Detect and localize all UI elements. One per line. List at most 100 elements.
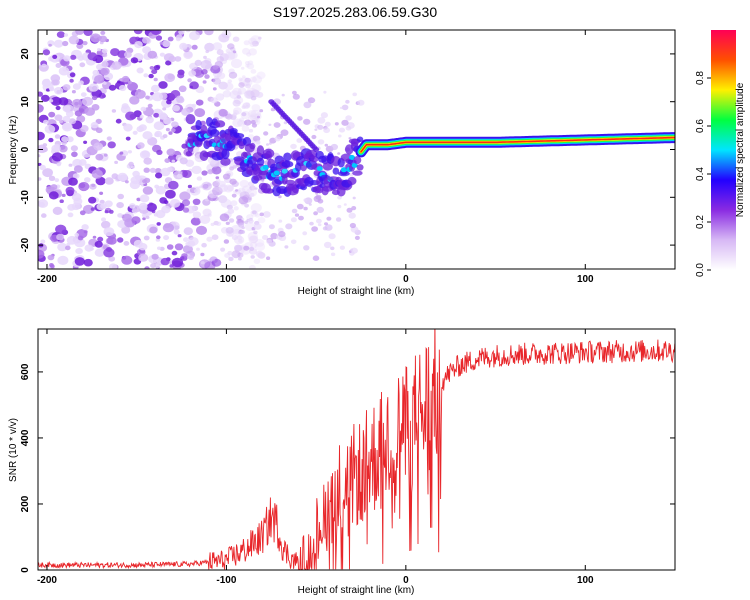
noise-blob xyxy=(68,118,76,125)
noise-blob xyxy=(103,248,115,258)
noise-blob xyxy=(121,75,130,83)
noise-blob xyxy=(142,217,146,221)
noise-blob xyxy=(83,258,93,267)
noise-blob xyxy=(104,210,109,214)
colorbar: 0.0 0.2 0.4 0.6 0.8 Normalized spectral ampl… xyxy=(695,30,746,277)
colorbar-label: Normalized spectral amplitude xyxy=(735,82,746,217)
noise-blob xyxy=(334,122,339,126)
noise-blob xyxy=(348,137,352,140)
ridge-blob xyxy=(338,170,350,177)
noise-blob xyxy=(165,189,176,199)
noise-blob xyxy=(102,245,108,250)
noise-blob xyxy=(252,210,257,215)
noise-blob xyxy=(205,50,209,54)
noise-blob xyxy=(173,229,180,235)
noise-blob xyxy=(61,193,66,197)
noise-blob xyxy=(83,204,94,214)
noise-blob xyxy=(144,266,150,269)
noise-blob xyxy=(200,59,212,70)
noise-blob xyxy=(314,128,318,131)
colorbar-gradient xyxy=(711,30,736,270)
noise-blob xyxy=(225,227,234,234)
noise-blob xyxy=(241,105,246,109)
noise-blob xyxy=(169,198,181,208)
noise-blob xyxy=(201,242,207,248)
noise-blob xyxy=(110,48,120,57)
noise-blob xyxy=(223,239,230,244)
ridge-peak xyxy=(262,164,269,170)
noise-blob xyxy=(212,42,223,51)
noise-blob xyxy=(316,206,324,213)
noise-blob xyxy=(187,78,192,83)
noise-blob xyxy=(117,172,128,182)
noise-blob xyxy=(54,87,64,95)
noise-blob xyxy=(150,30,162,36)
y-tick-label: -20 xyxy=(20,237,31,252)
noise-blob xyxy=(133,239,143,248)
x-tick-label: 100 xyxy=(577,274,594,285)
noise-blob xyxy=(100,30,106,35)
noise-blob xyxy=(81,224,89,231)
noise-blob xyxy=(210,222,215,227)
noise-blob xyxy=(268,142,272,145)
noise-blob xyxy=(154,168,162,174)
noise-blob xyxy=(238,257,242,261)
noise-blob xyxy=(67,212,74,218)
noise-blob xyxy=(78,159,87,166)
x-tick-label: -100 xyxy=(216,274,236,285)
noise-blob xyxy=(156,222,161,226)
noise-blob xyxy=(177,72,185,79)
ridge-blob xyxy=(322,162,333,171)
noise-blob xyxy=(238,82,245,88)
noise-blob xyxy=(291,208,298,214)
noise-blob xyxy=(121,103,129,110)
noise-blob xyxy=(199,215,211,224)
noise-blob xyxy=(222,173,231,180)
noise-blob xyxy=(79,210,86,216)
noise-blob xyxy=(166,148,176,156)
noise-blob xyxy=(175,95,184,103)
ridge-blob xyxy=(200,124,208,135)
noise-blob xyxy=(84,107,96,116)
noise-blob xyxy=(241,112,247,117)
noise-blob xyxy=(266,143,269,146)
noise-blob xyxy=(136,126,144,133)
y-tick-label: -10 xyxy=(20,190,31,205)
noise-blob xyxy=(188,70,197,77)
noise-blob xyxy=(303,118,311,125)
noise-blob xyxy=(251,84,262,93)
x-tick-label: -200 xyxy=(37,274,57,285)
noise-blob xyxy=(328,233,336,240)
noise-blob xyxy=(122,213,132,222)
noise-blob xyxy=(233,96,244,105)
branch-blob xyxy=(313,147,320,152)
noise-blob xyxy=(78,181,90,192)
noise-blob xyxy=(240,66,245,70)
noise-blob xyxy=(78,80,84,86)
noise-blob xyxy=(354,235,360,240)
noise-blob xyxy=(82,41,88,46)
noise-blob xyxy=(45,78,50,82)
noise-blob xyxy=(96,203,106,211)
noise-blob xyxy=(345,99,350,104)
noise-blob xyxy=(117,237,124,243)
noise-blob xyxy=(181,199,191,207)
noise-blob xyxy=(163,117,172,125)
noise-blob xyxy=(227,79,233,84)
ridge-blob xyxy=(332,167,340,175)
ridge-blob xyxy=(310,155,319,163)
noise-blob xyxy=(124,51,132,58)
noise-blob xyxy=(148,73,154,79)
noise-blob xyxy=(302,231,308,236)
noise-blob xyxy=(262,211,271,218)
noise-blob xyxy=(188,237,199,246)
noise-blob xyxy=(143,167,150,173)
noise-blob xyxy=(159,52,165,57)
noise-blob xyxy=(259,212,264,217)
noise-blob xyxy=(255,91,264,98)
noise-blob xyxy=(54,134,61,139)
noise-blob xyxy=(239,117,245,122)
noise-blob xyxy=(241,185,252,194)
ridge-peak xyxy=(316,166,323,172)
noise-blob xyxy=(243,245,250,251)
